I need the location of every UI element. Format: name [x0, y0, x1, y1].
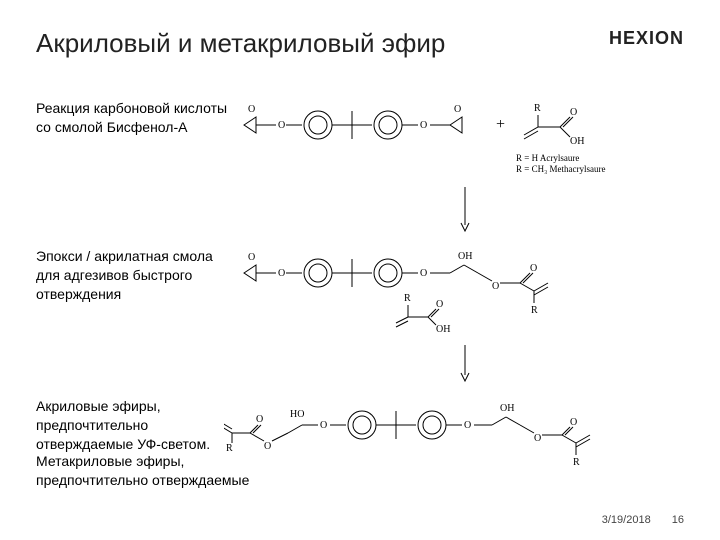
svg-text:O: O	[530, 263, 537, 274]
svg-text:O: O	[278, 268, 285, 279]
svg-text:R = H Acrylsaure: R = H Acrylsaure	[516, 153, 579, 163]
svg-text:R = CH₃ Methacrylsaure: R = CH₃ Methacrylsaure	[516, 164, 605, 174]
svg-text:+: +	[496, 116, 505, 133]
svg-text:OH: OH	[570, 136, 584, 147]
svg-text:O: O	[454, 104, 461, 115]
svg-text:HO: HO	[290, 409, 304, 420]
svg-text:O: O	[436, 299, 443, 310]
svg-text:R: R	[573, 457, 580, 465]
slide-title: Акриловый и метакриловый эфир	[36, 28, 684, 59]
svg-text:OH: OH	[436, 324, 450, 335]
svg-text:OH: OH	[458, 251, 472, 262]
svg-text:O: O	[420, 268, 427, 279]
svg-text:O: O	[570, 417, 577, 428]
svg-text:O: O	[256, 414, 263, 425]
svg-text:O: O	[570, 107, 577, 118]
svg-text:O: O	[492, 281, 499, 292]
slide-footer: 3/19/2018 16	[584, 514, 684, 526]
svg-text:O: O	[248, 104, 255, 115]
arrow-1	[246, 185, 684, 233]
footer-page: 16	[672, 514, 684, 526]
brand-logo: HEXION	[609, 28, 684, 49]
svg-text:R: R	[531, 305, 538, 316]
chem-diacrylate: R O O HO O	[224, 385, 684, 465]
svg-text:O: O	[278, 120, 285, 131]
row3-text: Акриловые эфиры, предпочтительно отвержд…	[36, 385, 224, 454]
svg-text:OH: OH	[500, 403, 514, 414]
svg-text:O: O	[534, 433, 541, 444]
svg-text:O: O	[264, 441, 271, 452]
chem-intermediate: O O O OH O	[234, 235, 684, 335]
svg-text:O: O	[248, 252, 255, 263]
row-reaction-2: Эпокси / акрилатная смола для адгезивов …	[36, 235, 684, 335]
svg-text:R: R	[404, 293, 411, 304]
arrow-2	[246, 343, 684, 383]
row1-text: Реакция карбоновой кислоты со смолой Бис…	[36, 87, 234, 137]
row2-text: Эпокси / акрилатная смола для адгезивов …	[36, 235, 234, 304]
slide: HEXION Акриловый и метакриловый эфир Реа…	[0, 0, 720, 540]
svg-text:O: O	[320, 420, 327, 431]
row-reaction-1: Реакция карбоновой кислоты со смолой Бис…	[36, 87, 684, 177]
row4-text: Метакриловые эфиры, предпочтительно отве…	[36, 452, 276, 490]
footer-date: 3/19/2018	[602, 514, 651, 526]
chem-reactants: O O O	[234, 87, 684, 177]
svg-text:O: O	[420, 120, 427, 131]
svg-text:R: R	[534, 103, 541, 114]
svg-text:O: O	[464, 420, 471, 431]
